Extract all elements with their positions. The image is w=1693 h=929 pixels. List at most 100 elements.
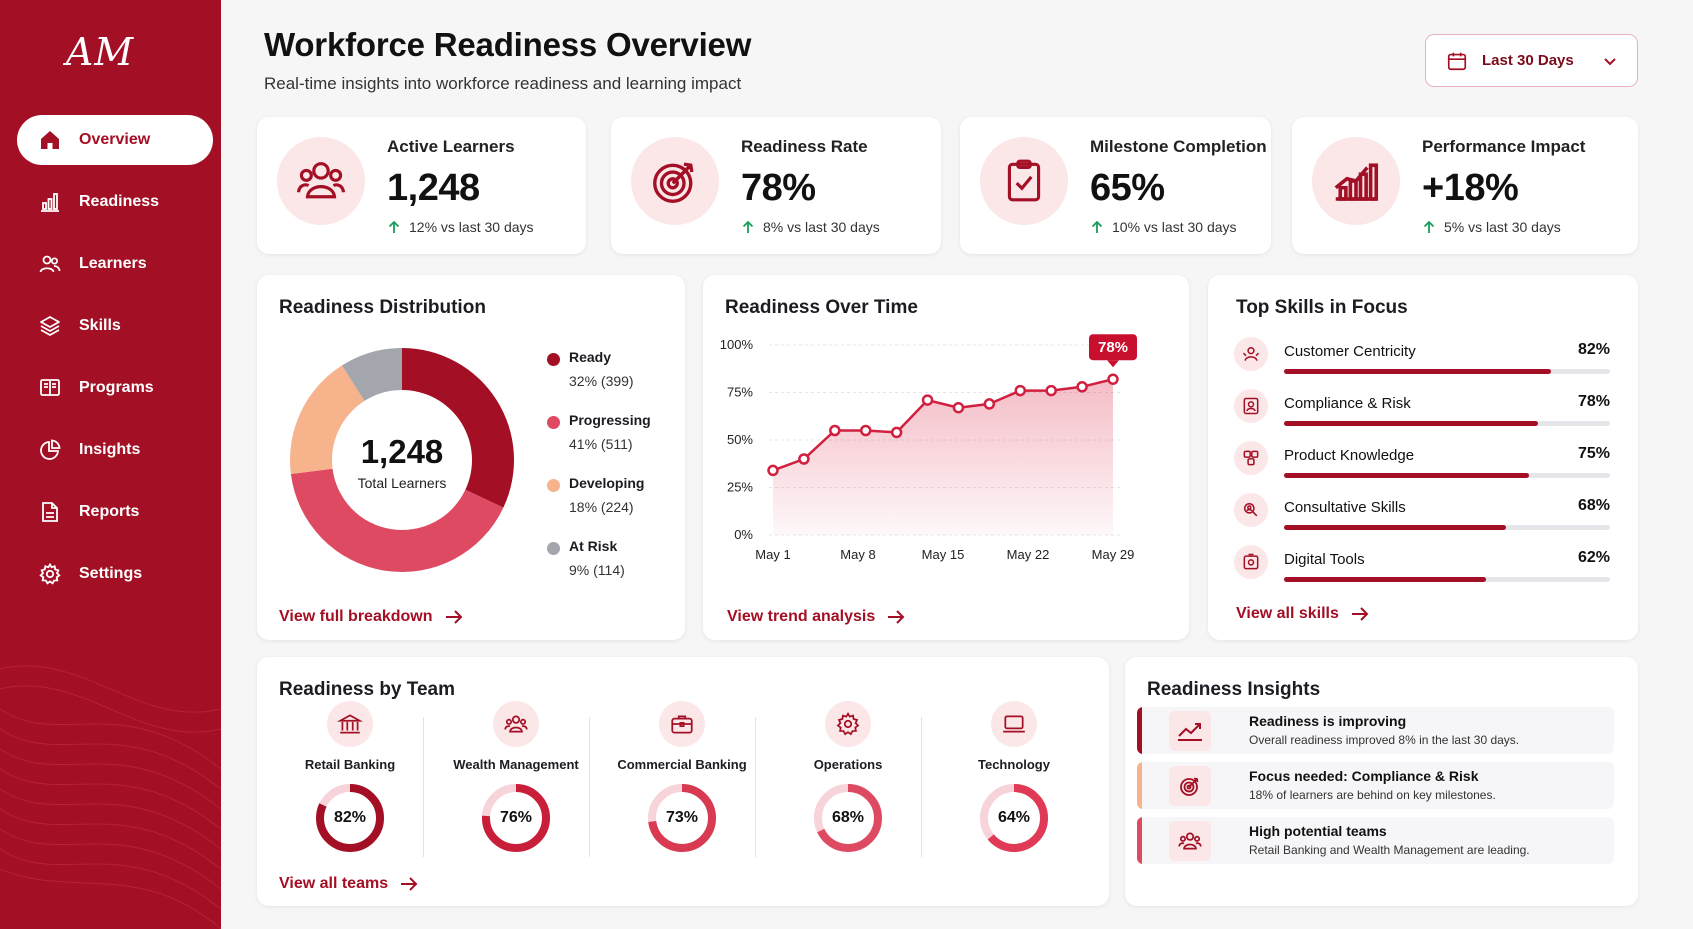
- legend-name: At Risk: [569, 538, 618, 554]
- value-callout: 78%: [1089, 334, 1137, 368]
- skill-name: Digital Tools: [1284, 551, 1365, 568]
- callout-pointer: [1107, 360, 1119, 368]
- sidebar-item-learners[interactable]: Learners: [17, 239, 213, 289]
- insight-item-high-potential[interactable]: High potential teams Retail Banking and …: [1137, 817, 1614, 864]
- kpi-card-milestone-completion[interactable]: Milestone Completion 65% 10% vs last 30 …: [960, 117, 1271, 254]
- callout-box: [1089, 334, 1137, 361]
- link-label: View all teams: [279, 875, 389, 892]
- decorative-waves: [0, 665, 221, 929]
- sidebar-item-reports[interactable]: Reports: [17, 487, 213, 537]
- divider: [423, 717, 424, 857]
- data-point[interactable]: [1045, 384, 1057, 397]
- x-tick-label: May 29: [1092, 547, 1135, 562]
- team-commercial-banking[interactable]: Commercial Banking 73%: [599, 701, 765, 852]
- link-label: View trend analysis: [727, 608, 876, 625]
- kpi-card-readiness-rate[interactable]: Readiness Rate 78% 8% vs last 30 days: [611, 117, 941, 254]
- team-technology[interactable]: Technology 64%: [931, 701, 1097, 852]
- team-progress-ring: [814, 784, 882, 852]
- skill-progress-fill: [1284, 525, 1506, 530]
- team-retail-banking[interactable]: Retail Banking 82%: [267, 701, 433, 852]
- sidebar-item-readiness[interactable]: Readiness: [17, 177, 213, 227]
- sidebar-item-label: Skills: [79, 317, 121, 334]
- users-icon: [37, 251, 63, 277]
- gear-icon: [37, 561, 63, 587]
- data-point[interactable]: [921, 394, 934, 406]
- target-icon: [1169, 766, 1211, 806]
- legend-dot: [547, 353, 560, 366]
- kpi-trend: 8% vs last 30 days: [741, 219, 880, 235]
- donut-center-value: 1,248: [360, 433, 444, 470]
- data-point[interactable]: [767, 464, 779, 477]
- data-point[interactable]: [983, 398, 996, 410]
- legend-name: Progressing: [569, 412, 651, 428]
- legend-dot: [547, 479, 560, 492]
- sidebar: AM Overview Readiness Learners Skills: [0, 0, 221, 929]
- donut-chart: [290, 348, 514, 573]
- shield-user-icon: [1234, 389, 1268, 423]
- users-icon: [493, 701, 539, 747]
- sidebar-item-skills[interactable]: Skills: [17, 301, 213, 351]
- kpi-value: 65%: [1090, 167, 1165, 209]
- growth-chart-icon: [1312, 137, 1400, 225]
- kpi-card-active-learners[interactable]: Active Learners 1,248 12% vs last 30 day…: [257, 117, 586, 254]
- clipboard-check-icon: [980, 137, 1068, 225]
- view-full-breakdown-link[interactable]: View full breakdown: [279, 608, 463, 626]
- kpi-label: Milestone Completion: [1090, 137, 1267, 156]
- sidebar-item-programs[interactable]: Programs: [17, 363, 213, 413]
- sidebar-item-insights[interactable]: Insights: [17, 425, 213, 475]
- target-icon: [631, 137, 719, 225]
- data-point[interactable]: [1076, 381, 1088, 393]
- y-tick-label: 100%: [720, 337, 754, 352]
- sidebar-item-overview[interactable]: Overview: [17, 115, 213, 165]
- skill-progress-track: [1284, 473, 1610, 478]
- donut-slice-developing[interactable]: [290, 365, 365, 475]
- kpi-trend: 5% vs last 30 days: [1422, 219, 1561, 235]
- skill-progress-fill: [1284, 473, 1529, 478]
- skill-progress-track: [1284, 577, 1610, 582]
- donut-center: 1,248 Total Learners: [327, 433, 477, 491]
- insight-description: Retail Banking and Wealth Management are…: [1249, 843, 1530, 857]
- ring-fill: [482, 784, 550, 852]
- laptop-icon: [991, 701, 1037, 747]
- skill-percent: 75%: [1577, 445, 1610, 462]
- legend-dot: [547, 416, 560, 429]
- kpi-trend-text: 5% vs last 30 days: [1444, 219, 1561, 235]
- data-point[interactable]: [952, 401, 965, 414]
- insight-accent-bar: [1137, 762, 1142, 809]
- view-trend-analysis-link[interactable]: View trend analysis: [727, 608, 905, 626]
- card-title: Readiness by Team: [279, 679, 456, 700]
- insight-item-improving[interactable]: Readiness is improving Overall readiness…: [1137, 707, 1614, 754]
- insight-description: Overall readiness improved 8% in the las…: [1249, 733, 1520, 747]
- insight-item-focus-needed[interactable]: Focus needed: Compliance & Risk 18% of l…: [1137, 762, 1614, 809]
- data-point[interactable]: [1107, 373, 1119, 385]
- brand-logo[interactable]: AM: [65, 30, 135, 74]
- briefcase-icon: [659, 701, 705, 747]
- data-point[interactable]: [798, 453, 810, 465]
- team-wealth-management[interactable]: Wealth Management 76%: [433, 701, 599, 852]
- skill-percent: 62%: [1577, 549, 1610, 566]
- sidebar-item-settings[interactable]: Settings: [17, 549, 213, 599]
- users-icon: [1169, 821, 1211, 861]
- team-name: Commercial Banking: [617, 757, 747, 772]
- calendar-icon: [1446, 50, 1468, 72]
- donut-slice-progressing[interactable]: [290, 468, 504, 573]
- view-all-skills-link[interactable]: View all skills: [1236, 605, 1369, 623]
- device-icon: [1234, 545, 1268, 579]
- donut-slice-at-risk[interactable]: [341, 348, 402, 401]
- data-point[interactable]: [829, 424, 841, 437]
- data-point[interactable]: [1014, 384, 1027, 397]
- kpi-card-performance-impact[interactable]: Performance Impact +18% 5% vs last 30 da…: [1292, 117, 1638, 254]
- data-point[interactable]: [890, 426, 903, 439]
- team-operations[interactable]: Operations 68%: [765, 701, 931, 852]
- date-range-select[interactable]: Last 30 Days: [1425, 34, 1638, 87]
- view-all-teams-link[interactable]: View all teams: [279, 875, 418, 893]
- team-percent: 73%: [665, 809, 699, 826]
- donut-slice-ready[interactable]: [402, 348, 514, 508]
- skill-row-consultative-skills: Consultative Skills 68%: [1234, 493, 1610, 539]
- skill-progress-track: [1284, 525, 1610, 530]
- divider: [755, 717, 756, 857]
- card-title: Readiness Over Time: [725, 297, 918, 318]
- arrow-right-icon: [888, 610, 905, 624]
- data-point[interactable]: [859, 424, 872, 437]
- skill-progress-track: [1284, 421, 1610, 426]
